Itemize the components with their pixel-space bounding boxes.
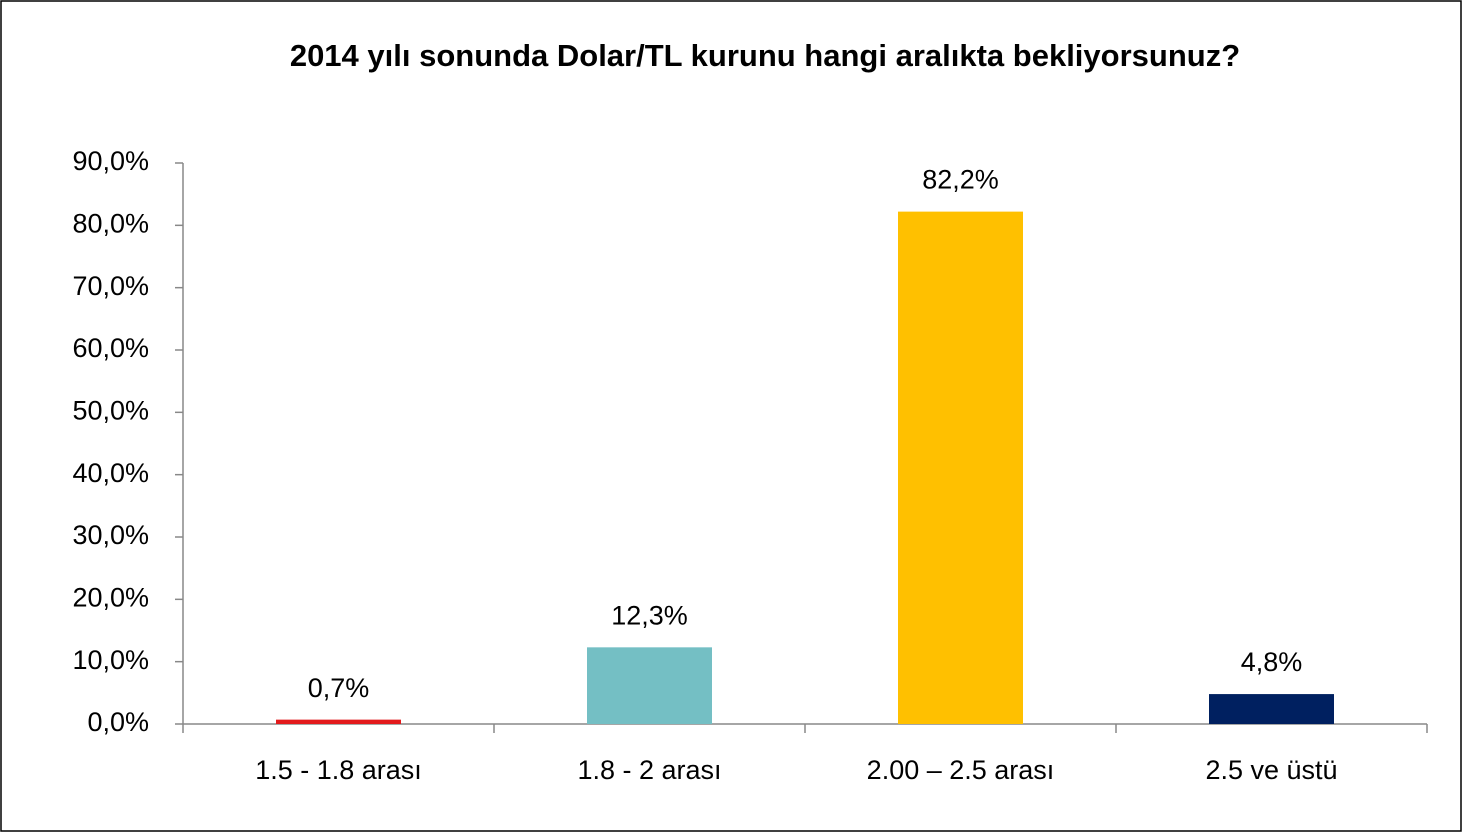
bar bbox=[276, 719, 401, 724]
bar bbox=[587, 647, 712, 724]
y-tick-label: 60,0% bbox=[72, 333, 149, 363]
y-tick-label: 80,0% bbox=[72, 208, 149, 238]
data-label: 0,7% bbox=[308, 673, 370, 703]
bar bbox=[1209, 694, 1334, 724]
x-tick-label: 1.5 - 1.8 arası bbox=[255, 755, 422, 785]
y-tick-label: 90,0% bbox=[72, 146, 149, 176]
x-tick-label: 1.8 - 2 arası bbox=[577, 755, 721, 785]
y-tick-label: 70,0% bbox=[72, 271, 149, 301]
y-tick-label: 40,0% bbox=[72, 458, 149, 488]
x-tick-label: 2.00 – 2.5 arası bbox=[867, 755, 1055, 785]
y-tick-label: 30,0% bbox=[72, 520, 149, 550]
chart-title: 2014 yılı sonunda Dolar/TL kurunu hangi … bbox=[289, 38, 1241, 73]
y-tick-label: 0,0% bbox=[87, 707, 149, 737]
y-tick-label: 10,0% bbox=[72, 645, 149, 675]
data-label: 4,8% bbox=[1241, 647, 1303, 677]
y-tick-label: 50,0% bbox=[72, 395, 149, 425]
x-tick-label: 2.5 ve üstü bbox=[1205, 755, 1337, 785]
bar bbox=[898, 211, 1023, 724]
data-label: 82,2% bbox=[922, 165, 999, 195]
data-label: 12,3% bbox=[611, 600, 688, 630]
y-tick-label: 20,0% bbox=[72, 582, 149, 612]
